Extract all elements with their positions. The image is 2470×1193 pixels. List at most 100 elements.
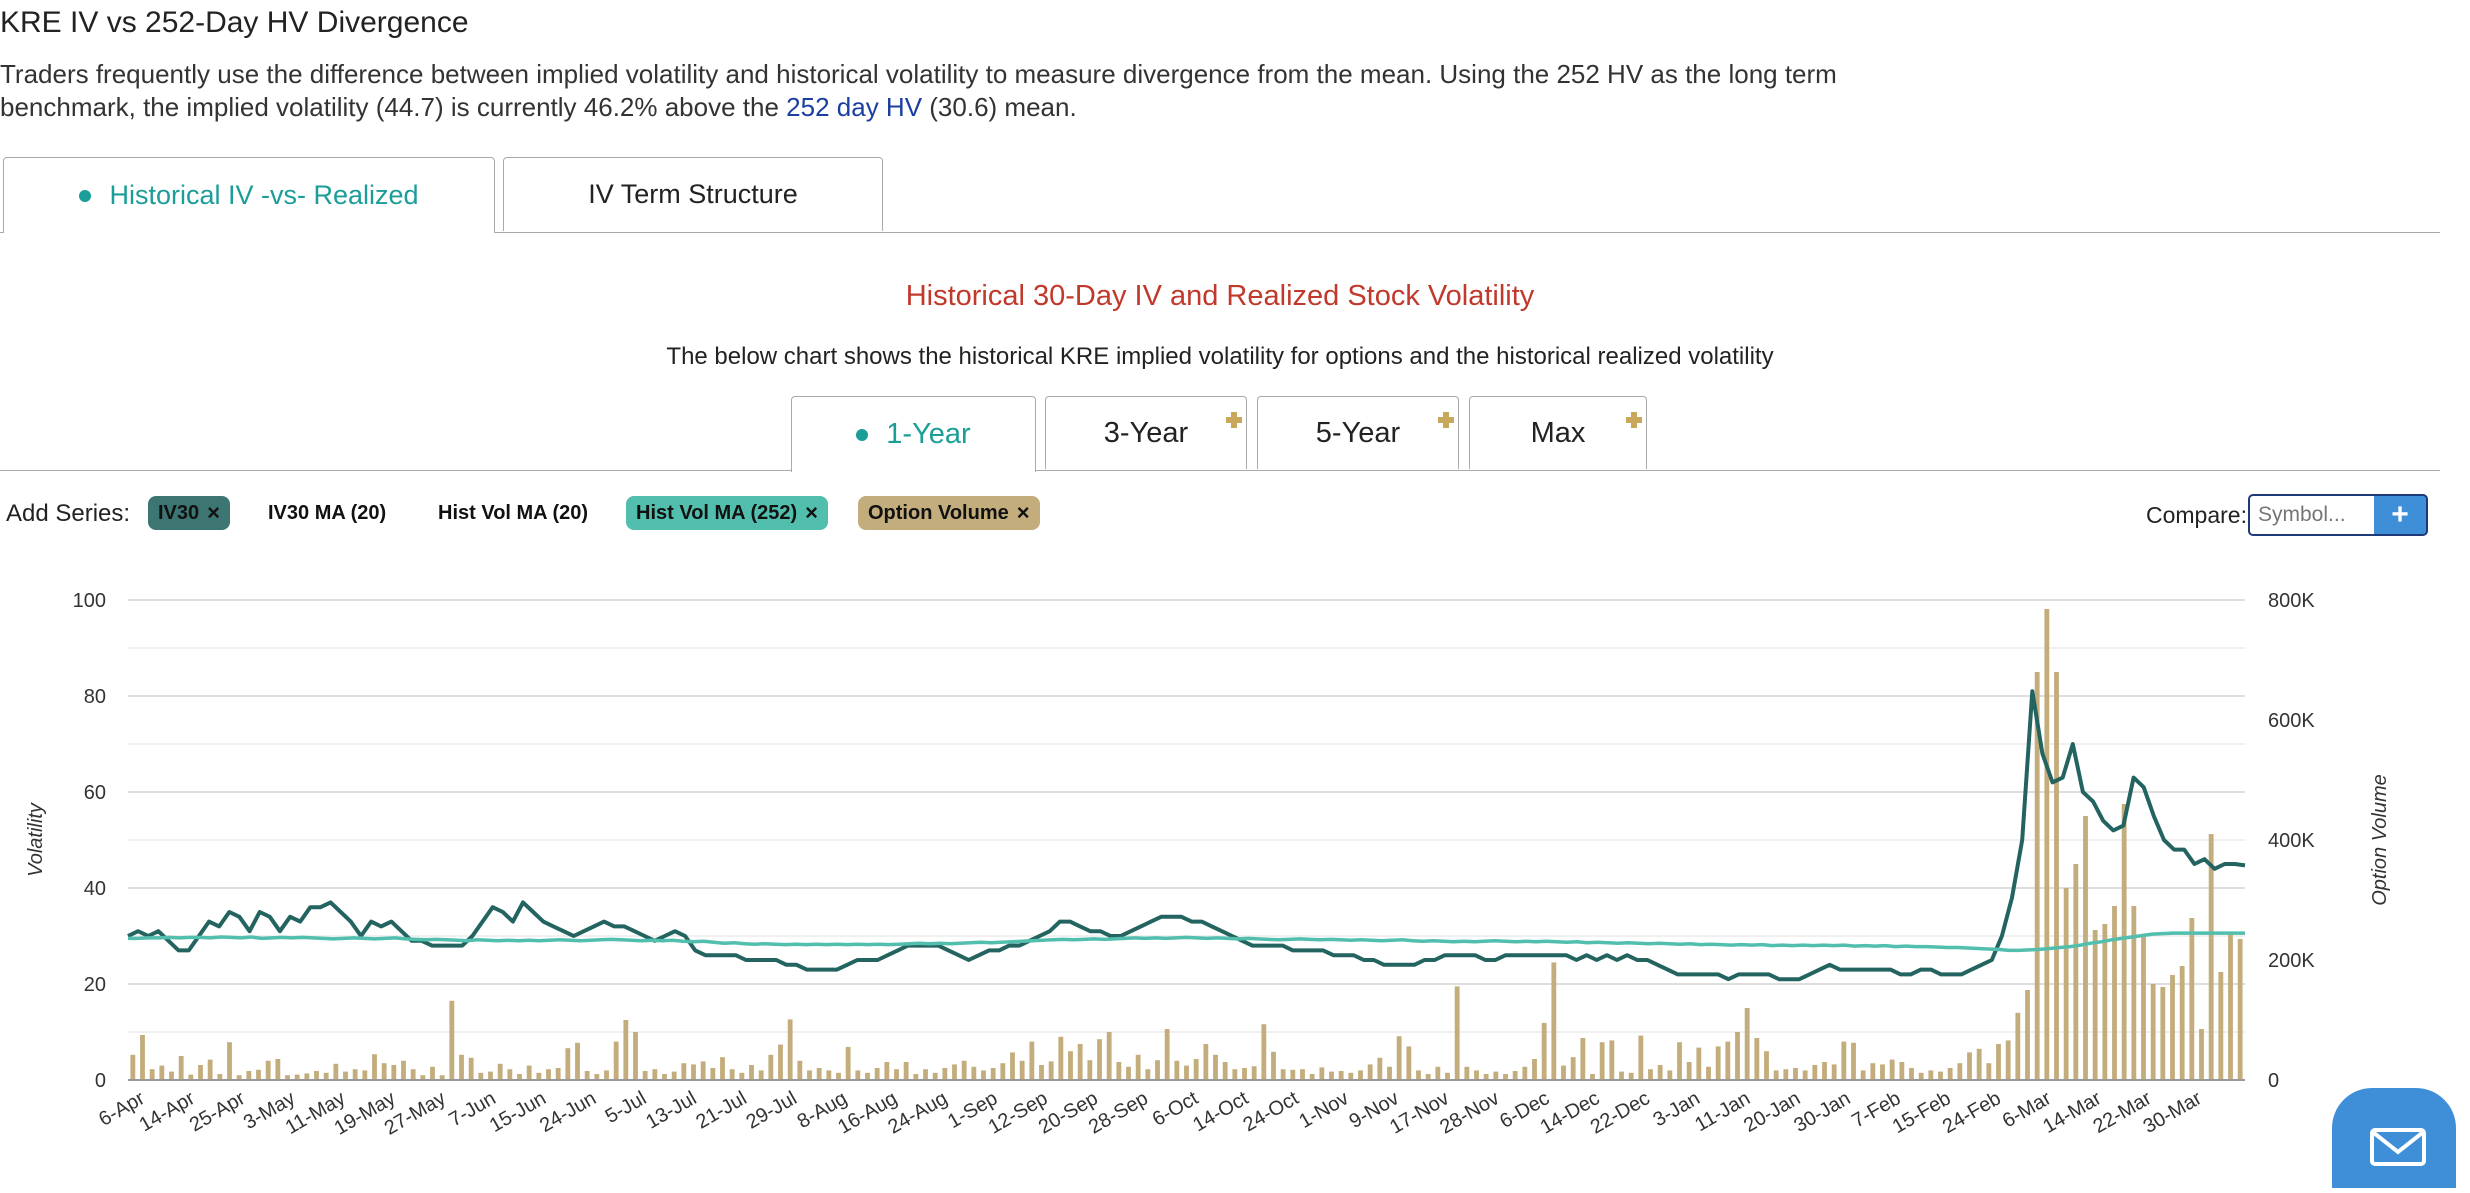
option-volume-bar [2044, 609, 2050, 1080]
option-volume-bar [1976, 1048, 1982, 1080]
option-volume-bar [1909, 1068, 1914, 1080]
remove-icon[interactable]: × [805, 500, 818, 525]
option-volume-bar [942, 1068, 948, 1080]
range-tab-label: 5-Year [1315, 416, 1401, 449]
option-volume-bar [642, 1071, 648, 1080]
option-volume-bar [1822, 1062, 1827, 1080]
range-tab-bar: 1-Year 3-Year 5-Year Max [0, 396, 2440, 472]
option-volume-bar [420, 1075, 426, 1080]
option-volume-bar [256, 1069, 261, 1080]
main-tab-bar: Historical IV -vs- Realized IV Term Stru… [0, 157, 2440, 233]
option-volume-bar [2102, 924, 2108, 1080]
option-volume-bar [1793, 1068, 1798, 1080]
description-text-end: (30.6) mean. [922, 92, 1077, 122]
option-volume-bar [981, 1070, 986, 1080]
y-tick-label: 40 [84, 878, 106, 900]
option-volume-bar [2160, 987, 2166, 1080]
series-chip-hist-vol-ma-252[interactable]: Hist Vol MA (252) × [626, 496, 828, 530]
premium-plus-icon [1226, 412, 1242, 428]
option-volume-bar [1203, 1044, 1209, 1080]
option-volume-bar [1532, 1059, 1537, 1080]
compare-symbol-input[interactable] [2248, 494, 2374, 536]
option-volume-bar [1145, 1069, 1151, 1080]
option-volume-bar [961, 1060, 967, 1080]
option-volume-bar [749, 1065, 754, 1080]
x-tick-label: 24-Feb [1939, 1087, 2005, 1138]
option-volume-bar [1938, 1071, 1943, 1080]
option-volume-bar [1831, 1064, 1837, 1080]
option-volume-bar [1280, 1069, 1286, 1080]
option-volume-bar [623, 1020, 629, 1080]
compare-add-button[interactable]: + [2374, 494, 2428, 536]
tab-iv-term-structure[interactable]: IV Term Structure [503, 157, 883, 231]
compare-label: Compare: [2146, 502, 2247, 528]
range-tab-label: Max [1530, 416, 1586, 449]
option-volume-bar [1851, 1042, 1856, 1080]
series-chip-iv30[interactable]: IV30 × [148, 496, 231, 530]
x-tick-label: 15-Jun [486, 1087, 550, 1137]
option-volume-bar [1251, 1066, 1257, 1080]
option-volume-bar [575, 1042, 580, 1080]
option-volume-bar [1522, 1066, 1528, 1080]
range-tab-3-year[interactable]: 3-Year [1045, 396, 1247, 469]
x-tick-label: 24-Jun [536, 1087, 600, 1137]
option-volume-bar [2015, 1012, 2021, 1080]
option-volume-bar [826, 1070, 832, 1080]
range-tab-max[interactable]: Max [1469, 396, 1647, 469]
option-volume-bar [1106, 1032, 1112, 1080]
option-volume-bar [681, 1063, 687, 1080]
option-volume-bar [1657, 1065, 1663, 1080]
option-volume-bar [633, 1032, 638, 1080]
series-lines [127, 689, 2246, 982]
range-tab-5-year[interactable]: 5-Year [1257, 396, 1459, 469]
option-volume-bar [246, 1071, 252, 1080]
option-volume-bar [130, 1054, 136, 1080]
option-volume-bar [1648, 1069, 1653, 1080]
tab-historical-iv-vs-realized[interactable]: Historical IV -vs- Realized [3, 157, 495, 233]
option-volume-bar [526, 1065, 532, 1080]
option-volume-bar [236, 1075, 242, 1080]
option-volume-bar [198, 1065, 203, 1080]
remove-icon[interactable]: × [1016, 500, 1030, 525]
option-volume-bar [343, 1071, 348, 1080]
option-volume-bar [700, 1061, 706, 1080]
option-volume-bar [1338, 1071, 1344, 1080]
range-tab-label: 1-Year [886, 418, 971, 450]
option-volume-bar [1445, 1072, 1450, 1080]
option-volume-bar [1174, 1060, 1180, 1080]
option-volume-bar [149, 1069, 155, 1080]
option-volume-bar [2179, 966, 2185, 1080]
range-tab-1-year[interactable]: 1-Year [791, 396, 1036, 472]
option-volume-bar [1319, 1067, 1325, 1080]
option-volume-bar [362, 1070, 368, 1080]
option-volume-bar [1019, 1060, 1025, 1080]
series-chip-hist-vol-ma-20[interactable]: Hist Vol MA (20) [428, 496, 598, 530]
option-volume-bar [2005, 1040, 2011, 1080]
option-volume-bar [971, 1066, 977, 1080]
option-volume-bar [1590, 1074, 1595, 1080]
option-volume-bar [478, 1072, 484, 1080]
remove-icon[interactable]: × [207, 500, 221, 525]
option-volume-bar [671, 1071, 677, 1080]
option-volume-bar [1155, 1060, 1160, 1080]
option-volume-bar [662, 1074, 667, 1080]
hv-252-link[interactable]: 252 day HV [786, 92, 923, 122]
option-volume-bar [1348, 1072, 1354, 1080]
option-volume-bar [807, 1070, 812, 1080]
option-volume-bar [845, 1047, 851, 1080]
option-volume-bar [1638, 1035, 1644, 1080]
description-text: Traders frequently use the difference be… [0, 59, 1837, 122]
option-volume-bar [285, 1075, 290, 1080]
chart-title: Historical 30-Day IV and Realized Stock … [905, 280, 1535, 312]
series-chip-option-volume[interactable]: Option Volume × [858, 496, 1040, 530]
option-volume-bar [1493, 1071, 1499, 1080]
option-volume-bar [1686, 1062, 1692, 1080]
option-volume-bar [2218, 972, 2224, 1080]
option-volume-bar [1706, 1066, 1711, 1080]
option-volume-bar [1773, 1070, 1779, 1080]
option-volume-bar [1996, 1044, 2001, 1080]
option-volume-bar [874, 1068, 880, 1080]
option-volume-bar [1754, 1038, 1760, 1080]
contact-mail-button[interactable] [2332, 1088, 2456, 1188]
series-chip-iv30-ma-20[interactable]: IV30 MA (20) [258, 496, 396, 530]
